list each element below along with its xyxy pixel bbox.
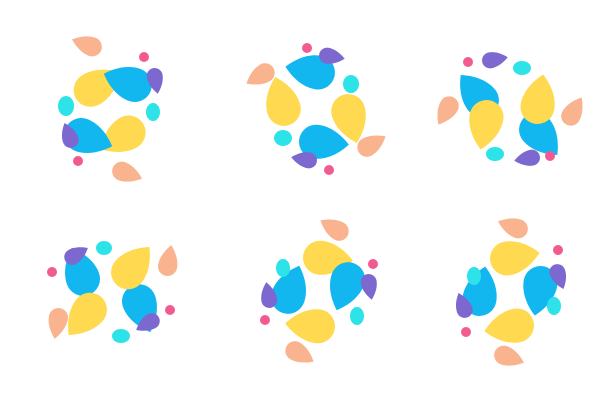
- purple-drop: [480, 49, 510, 70]
- pink-dot: [545, 151, 555, 161]
- cyan-dot: [343, 75, 359, 93]
- cyan-dot: [146, 103, 160, 121]
- peach-drop: [68, 30, 105, 60]
- purple-drop: [359, 272, 380, 302]
- cyan-dot: [547, 297, 561, 315]
- cyan-dot: [112, 329, 130, 343]
- pink-dot: [553, 245, 563, 255]
- logo-1: [57, 30, 166, 188]
- cyan-dot: [274, 130, 292, 146]
- peach-drop: [430, 92, 463, 130]
- cyan-dot: [350, 307, 364, 325]
- pink-dot: [463, 57, 473, 67]
- peach-drop: [557, 92, 590, 130]
- logo-5: [258, 212, 380, 370]
- pink-dot: [368, 259, 378, 269]
- cyan-dot: [486, 147, 504, 161]
- logo-3: [430, 49, 590, 169]
- peach-drop: [109, 158, 146, 188]
- pink-dot: [73, 156, 83, 166]
- logo-6: [451, 212, 571, 372]
- pink-dot: [260, 315, 270, 325]
- peach-drop: [491, 342, 528, 372]
- peach-drop: [494, 212, 531, 242]
- cyan-dot: [58, 96, 74, 116]
- cyan-dot: [96, 241, 112, 255]
- purple-drop: [512, 148, 542, 169]
- cyan-dot: [276, 259, 290, 277]
- peach-drop: [315, 212, 353, 245]
- pink-dot: [461, 327, 471, 337]
- yellow-drop: [104, 236, 163, 297]
- peach-drop: [156, 243, 181, 278]
- pink-dot: [165, 305, 175, 315]
- cyan-dot: [513, 61, 531, 75]
- pink-dot: [324, 165, 334, 175]
- pink-dot: [139, 52, 149, 62]
- pink-dot: [47, 267, 57, 277]
- logo-4: [45, 236, 181, 346]
- peach-drop: [45, 306, 70, 341]
- cyan-dot: [467, 267, 481, 285]
- logo-2: [241, 43, 391, 175]
- pink-dot: [302, 43, 312, 53]
